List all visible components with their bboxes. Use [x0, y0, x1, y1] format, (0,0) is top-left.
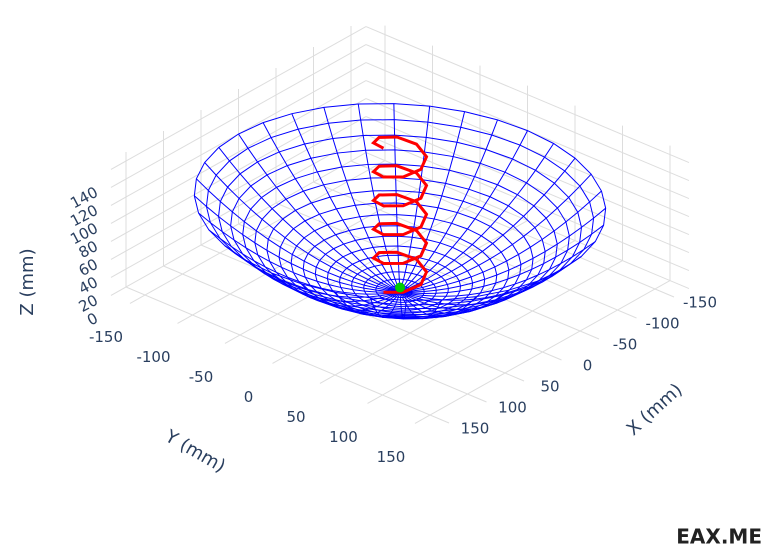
x-tick-label: 0 — [583, 357, 593, 375]
surface-meridian — [238, 133, 401, 293]
surface-meridian — [369, 291, 401, 319]
surface-meridian — [246, 260, 401, 302]
grid-line — [365, 134, 690, 272]
y-tick-label: -150 — [89, 328, 123, 346]
grid-line — [110, 98, 367, 242]
x-tick-label: -100 — [645, 315, 679, 333]
y-tick-label: 0 — [244, 388, 254, 406]
surface-meridian — [218, 147, 401, 293]
surface-ring — [278, 202, 522, 320]
surface-meridian — [399, 207, 606, 293]
grid-line — [110, 26, 367, 170]
grid-line — [367, 260, 623, 404]
grid-line — [110, 152, 367, 296]
surface-meridian — [357, 103, 401, 293]
surface-meridian — [323, 107, 401, 293]
z-axis-title: Z (mm) — [17, 248, 38, 315]
grid-line — [414, 280, 671, 424]
surface-meridian — [393, 103, 401, 293]
watermark: EAX.ME — [676, 525, 762, 549]
grid-line — [110, 134, 367, 278]
x-tick-label: 150 — [461, 420, 490, 438]
point — [395, 282, 405, 293]
surface-meridian — [262, 122, 401, 293]
grid-line — [365, 26, 690, 164]
surface-meridian — [204, 162, 401, 293]
x-tick-label: 100 — [498, 399, 527, 417]
x-tick-label: -150 — [683, 294, 717, 312]
x-axis-title: X (mm) — [623, 379, 687, 440]
surface-meridian — [196, 178, 401, 293]
y-axis-title: Y (mm) — [161, 426, 229, 478]
surface-meridian — [399, 106, 431, 293]
y-tick-label: 50 — [286, 408, 305, 426]
grid-line — [365, 116, 690, 254]
surface-meridian — [399, 143, 555, 293]
surface-meridian — [193, 195, 401, 293]
grid-line — [110, 80, 367, 224]
surface-meridian — [291, 113, 401, 293]
surface-meridian — [399, 119, 498, 293]
surface-meridian — [399, 224, 604, 294]
x-tick-label: 50 — [540, 378, 559, 396]
y-tick-label: 100 — [329, 428, 358, 446]
surface-meridian — [399, 241, 596, 297]
surface-ring — [193, 103, 607, 301]
surface-meridian — [208, 229, 401, 295]
surface-meridian — [399, 190, 602, 293]
surface-meridian — [399, 289, 509, 315]
surface-meridian — [399, 256, 582, 301]
surface-meridian — [399, 291, 477, 318]
surface-meridian — [335, 291, 401, 316]
y-tick-label: -100 — [136, 348, 170, 366]
y-tick-label: -50 — [189, 368, 214, 386]
x-tick-label: -50 — [613, 336, 638, 354]
helix-line — [370, 135, 429, 294]
y-tick-label: 150 — [377, 448, 406, 466]
surface-meridian — [198, 212, 401, 293]
surface-meridian — [399, 269, 562, 306]
grid-line — [365, 44, 690, 182]
surface-meridian — [399, 291, 407, 320]
surface-meridian — [399, 157, 576, 293]
surface-meridian — [399, 111, 466, 293]
grid-line — [110, 44, 367, 188]
surface-meridian — [399, 173, 592, 293]
surface-meridian — [399, 130, 528, 293]
